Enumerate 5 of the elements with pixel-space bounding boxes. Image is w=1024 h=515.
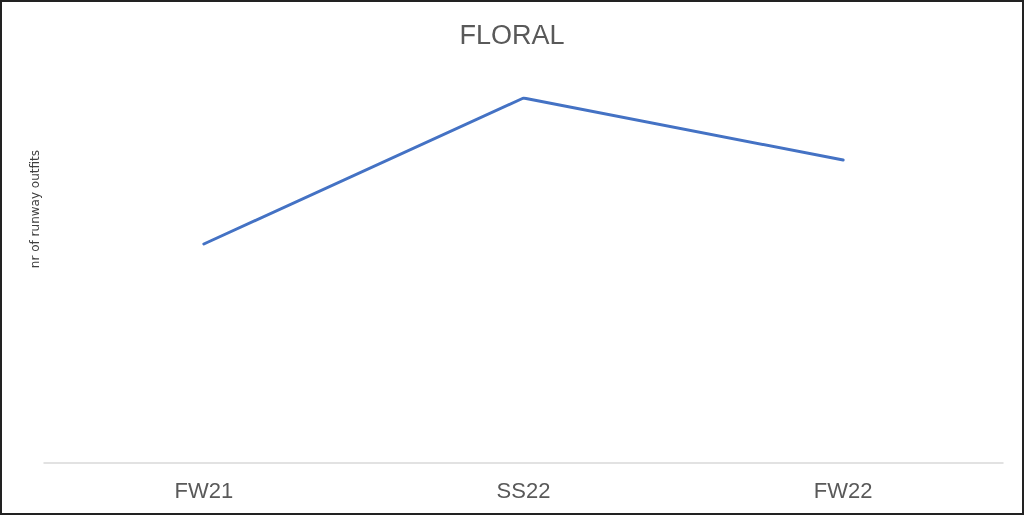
x-tick-label: SS22 [496, 477, 551, 503]
x-tick-label: FW21 [174, 477, 234, 503]
x-tick-label: FW22 [813, 477, 873, 503]
y-axis-title: nr of runway outfits [28, 149, 42, 269]
chart-title: FLORAL [459, 19, 565, 50]
